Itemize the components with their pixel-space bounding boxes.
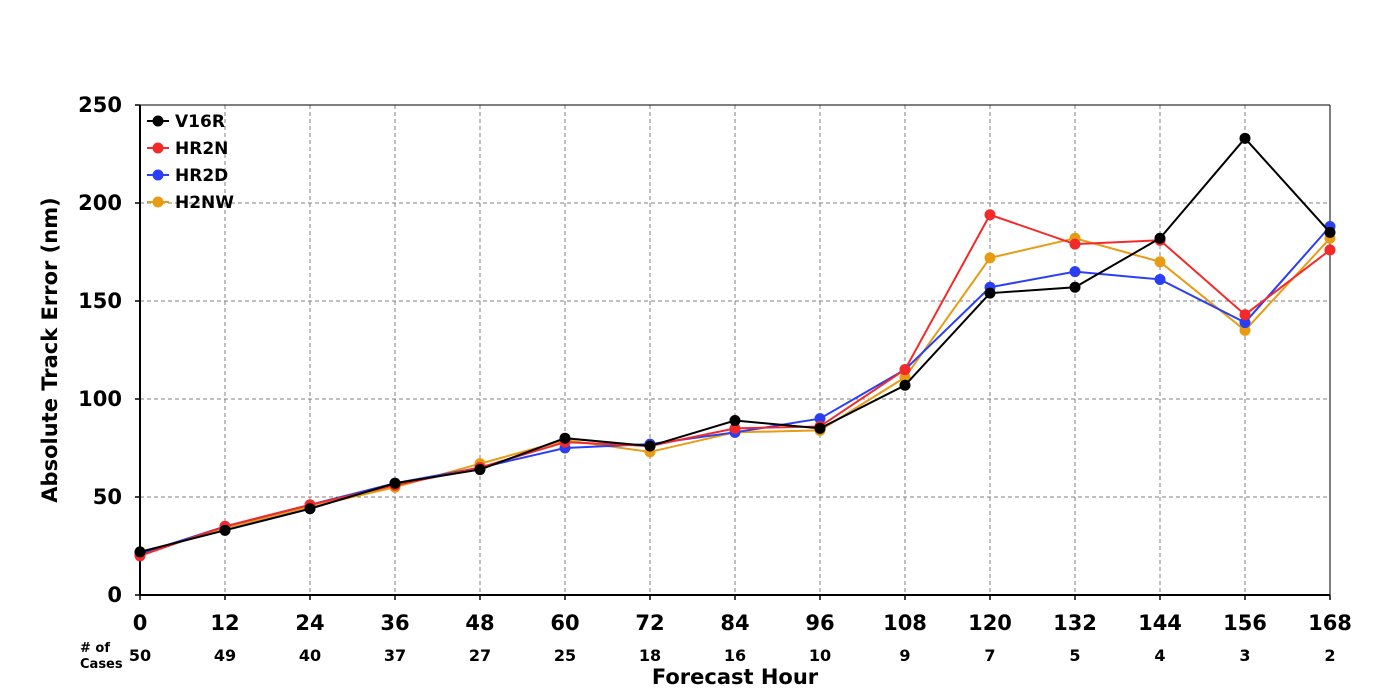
x-tick-label: 36 xyxy=(380,611,409,635)
x-tick-label: 108 xyxy=(883,611,927,635)
data-point-v16r xyxy=(729,415,741,427)
data-point-v16r xyxy=(1069,281,1081,293)
y-tick-label: 200 xyxy=(78,191,122,215)
legend-label-hr2d: HR2D xyxy=(175,166,228,186)
x-tick-label: 168 xyxy=(1308,611,1352,635)
data-point-v16r xyxy=(559,432,571,444)
data-point-h2nw xyxy=(1154,256,1166,268)
data-point-hr2n xyxy=(984,209,996,221)
data-point-v16r xyxy=(134,546,146,558)
data-point-hr2n xyxy=(899,364,911,376)
case-count-label: 3 xyxy=(1239,646,1250,665)
y-tick-label: 250 xyxy=(78,93,122,117)
x-tick-label: 0 xyxy=(133,611,148,635)
data-point-v16r xyxy=(814,422,826,434)
x-tick-label: 120 xyxy=(968,611,1012,635)
data-point-hr2d xyxy=(1239,317,1251,329)
x-tick-label: 144 xyxy=(1138,611,1182,635)
y-tick-label: 50 xyxy=(93,485,122,509)
data-point-hr2n xyxy=(1324,244,1336,256)
legend-marker-hr2d xyxy=(152,169,164,181)
case-count-label: 50 xyxy=(129,646,151,665)
x-tick-label: 24 xyxy=(295,611,324,635)
x-tick-label: 156 xyxy=(1223,611,1267,635)
data-point-h2nw xyxy=(1239,324,1251,336)
case-count-label: 49 xyxy=(214,646,236,665)
data-point-v16r xyxy=(304,503,316,515)
data-point-hr2d xyxy=(1154,273,1166,285)
case-count-label: 7 xyxy=(984,646,995,665)
data-point-v16r xyxy=(219,524,231,536)
cases-header-label: Cases xyxy=(80,657,123,672)
data-point-v16r xyxy=(644,440,656,452)
legend-label-v16r: V16R xyxy=(175,112,225,132)
case-count-label: 40 xyxy=(299,646,321,665)
data-point-hr2n xyxy=(1239,309,1251,321)
case-count-label: 25 xyxy=(554,646,576,665)
y-axis-title: Absolute Track Error (nm) xyxy=(38,197,62,502)
y-tick-label: 150 xyxy=(78,289,122,313)
case-count-label: 5 xyxy=(1069,646,1080,665)
data-point-hr2n xyxy=(729,422,741,434)
data-point-v16r xyxy=(1154,232,1166,244)
x-tick-label: 48 xyxy=(465,611,494,635)
legend: V16R HR2N HR2D H2NW xyxy=(147,112,234,213)
case-count-label: 2 xyxy=(1324,646,1335,665)
x-tick-label: 84 xyxy=(720,611,749,635)
y-tick-label: 100 xyxy=(78,387,122,411)
case-count-label: 4 xyxy=(1154,646,1165,665)
data-point-hr2n xyxy=(1069,238,1081,250)
data-point-v16r xyxy=(474,464,486,476)
axes xyxy=(135,104,1331,600)
x-tick-label: 60 xyxy=(550,611,579,635)
case-count-label: 9 xyxy=(899,646,910,665)
x-tick-label: 12 xyxy=(210,611,239,635)
data-point-h2nw xyxy=(899,371,911,383)
x-tick-label: 132 xyxy=(1053,611,1097,635)
case-count-label: 18 xyxy=(639,646,661,665)
case-count-label: 37 xyxy=(384,646,406,665)
legend-label-h2nw: H2NW xyxy=(175,193,234,213)
case-count-label: 27 xyxy=(469,646,491,665)
cases-header-label: # of xyxy=(80,641,110,656)
legend-label-hr2n: HR2N xyxy=(175,139,228,159)
series-lines xyxy=(134,132,1336,562)
legend-marker-v16r xyxy=(152,115,164,127)
legend-marker-h2nw xyxy=(152,196,164,208)
x-axis-title: Forecast Hour xyxy=(652,665,819,689)
data-point-hr2d xyxy=(814,413,826,425)
tick-labels: 0501249244036374827602572188416961010891… xyxy=(78,93,1352,672)
x-tick-label: 96 xyxy=(805,611,834,635)
legend-marker-hr2n xyxy=(152,142,164,154)
case-count-label: 10 xyxy=(809,646,831,665)
data-point-v16r xyxy=(984,287,996,299)
grid-lines xyxy=(140,105,1330,595)
case-count-label: 16 xyxy=(724,646,746,665)
data-point-v16r xyxy=(899,379,911,391)
data-point-h2nw xyxy=(984,252,996,264)
y-tick-label: 0 xyxy=(107,583,122,607)
data-point-v16r xyxy=(1324,226,1336,238)
data-point-v16r xyxy=(1239,132,1251,144)
data-point-v16r xyxy=(389,477,401,489)
x-tick-label: 72 xyxy=(635,611,664,635)
data-point-hr2d xyxy=(1069,266,1081,278)
